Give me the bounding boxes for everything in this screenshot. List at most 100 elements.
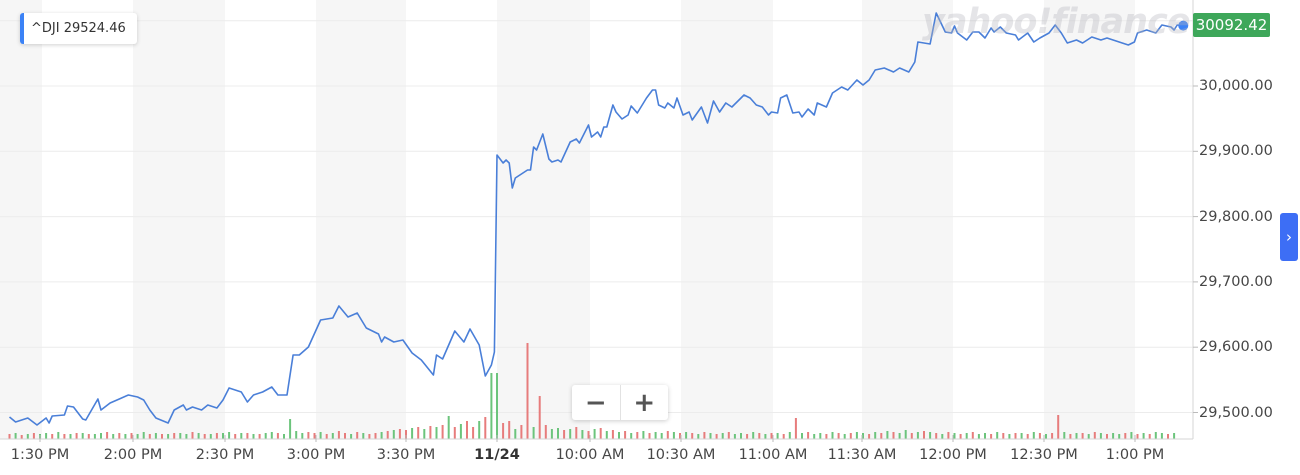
volume-bar	[990, 434, 993, 439]
x-tick-label: 3:30 PM	[376, 447, 436, 463]
volume-bar	[264, 433, 267, 439]
volume-bar	[837, 433, 840, 439]
y-tick-label: 29,600.00	[1199, 339, 1273, 356]
shaded-band	[0, 0, 42, 439]
volume-bar	[276, 433, 279, 439]
volume-bar	[447, 416, 450, 439]
volume-bar	[325, 434, 328, 439]
volume-bar	[886, 431, 889, 439]
volume-bar	[246, 433, 249, 439]
volume-bar	[222, 433, 224, 439]
volume-bar	[57, 432, 60, 439]
volume-bar	[977, 434, 980, 439]
volume-bar	[569, 429, 572, 439]
volume-bar	[916, 432, 919, 439]
volume-bar	[764, 434, 767, 439]
volume-bar	[508, 421, 511, 439]
volume-bar	[87, 434, 90, 439]
volume-bar	[605, 431, 608, 439]
volume-bar	[423, 429, 426, 439]
volume-bar	[788, 432, 791, 439]
volume-bar	[435, 427, 438, 439]
volume-bar	[350, 434, 353, 439]
volume-bar	[502, 423, 505, 439]
shaded-band	[316, 0, 406, 439]
last-price-dot	[1178, 20, 1189, 31]
volume-bar	[1148, 434, 1151, 439]
volume-bar	[295, 431, 298, 439]
volume-bar	[758, 433, 761, 439]
volume-bar	[660, 433, 663, 439]
chevron-right-icon: ›	[1286, 228, 1292, 246]
x-tick-label: 11:00 AM	[738, 447, 808, 463]
series-color-marker	[20, 13, 24, 44]
volume-bar	[947, 432, 950, 439]
volume-bar	[1081, 433, 1084, 439]
volume-bar	[1038, 433, 1041, 439]
volume-bar	[941, 434, 944, 439]
volume-bar	[26, 434, 29, 439]
volume-bar	[959, 434, 962, 439]
volume-bar	[1130, 432, 1133, 439]
volume-bar	[1008, 434, 1011, 439]
y-tick-label: 29,900.00	[1199, 143, 1273, 160]
volume-bar	[270, 432, 273, 439]
x-tick-label: 1:30 PM	[10, 447, 70, 463]
volume-bar	[801, 433, 803, 439]
y-tick-label: 29,700.00	[1199, 273, 1273, 290]
shaded-band	[681, 0, 773, 439]
volume-bar	[283, 434, 285, 439]
volume-bar	[93, 434, 96, 439]
volume-bar	[1106, 434, 1108, 439]
shaded-band	[1044, 0, 1135, 439]
volume-bar	[215, 433, 218, 439]
last-price-tag: 30092.42	[1193, 13, 1270, 37]
x-tick-label: 2:00 PM	[103, 447, 163, 463]
volume-bar	[1142, 433, 1145, 439]
volume-bar	[1014, 433, 1017, 439]
volume-bar	[898, 433, 901, 439]
volume-bar	[386, 431, 389, 439]
volume-bar	[782, 434, 785, 439]
volume-bar	[892, 432, 895, 439]
volume-bar	[550, 429, 553, 439]
price-line	[8, 12, 1184, 426]
volume-bar	[813, 434, 816, 439]
volume-bar	[843, 434, 846, 439]
volume-bar	[8, 434, 11, 439]
volume-bar	[1167, 434, 1169, 439]
shaded-band	[133, 0, 225, 439]
yahoo-finance-watermark: yahoo!finance	[922, 2, 1191, 42]
zoom-out-button[interactable]: −	[572, 385, 621, 420]
volume-bar	[161, 434, 163, 439]
volume-bar	[252, 434, 255, 439]
volume-bar	[1112, 433, 1115, 439]
volume-bar	[984, 433, 986, 439]
x-tick-label: 1:00 PM	[1105, 447, 1165, 463]
x-tick-label: 12:00 PM	[919, 447, 987, 463]
volume-bar	[1057, 415, 1060, 439]
volume-bar	[14, 433, 17, 439]
volume-bar	[75, 433, 78, 439]
volume-bars	[8, 343, 1176, 439]
volume-bar	[154, 433, 157, 439]
volume-bar	[51, 434, 54, 439]
volume-bar	[703, 432, 706, 439]
volume-bar	[429, 426, 432, 439]
volume-bar	[1124, 433, 1127, 439]
volume-bar	[520, 425, 523, 439]
volume-bar	[709, 433, 712, 439]
volume-bar	[544, 425, 547, 439]
volume-bar	[697, 434, 700, 439]
volume-bar	[209, 434, 212, 439]
expand-panel-button[interactable]: ›	[1280, 213, 1298, 261]
volume-bar	[563, 430, 566, 439]
zoom-in-button[interactable]: +	[633, 387, 656, 418]
volume-bar	[904, 430, 907, 439]
volume-bar	[727, 432, 730, 439]
volume-bar	[417, 427, 420, 439]
volume-bar	[1032, 432, 1035, 439]
volume-bar	[715, 434, 718, 439]
volume-bar	[490, 373, 493, 439]
